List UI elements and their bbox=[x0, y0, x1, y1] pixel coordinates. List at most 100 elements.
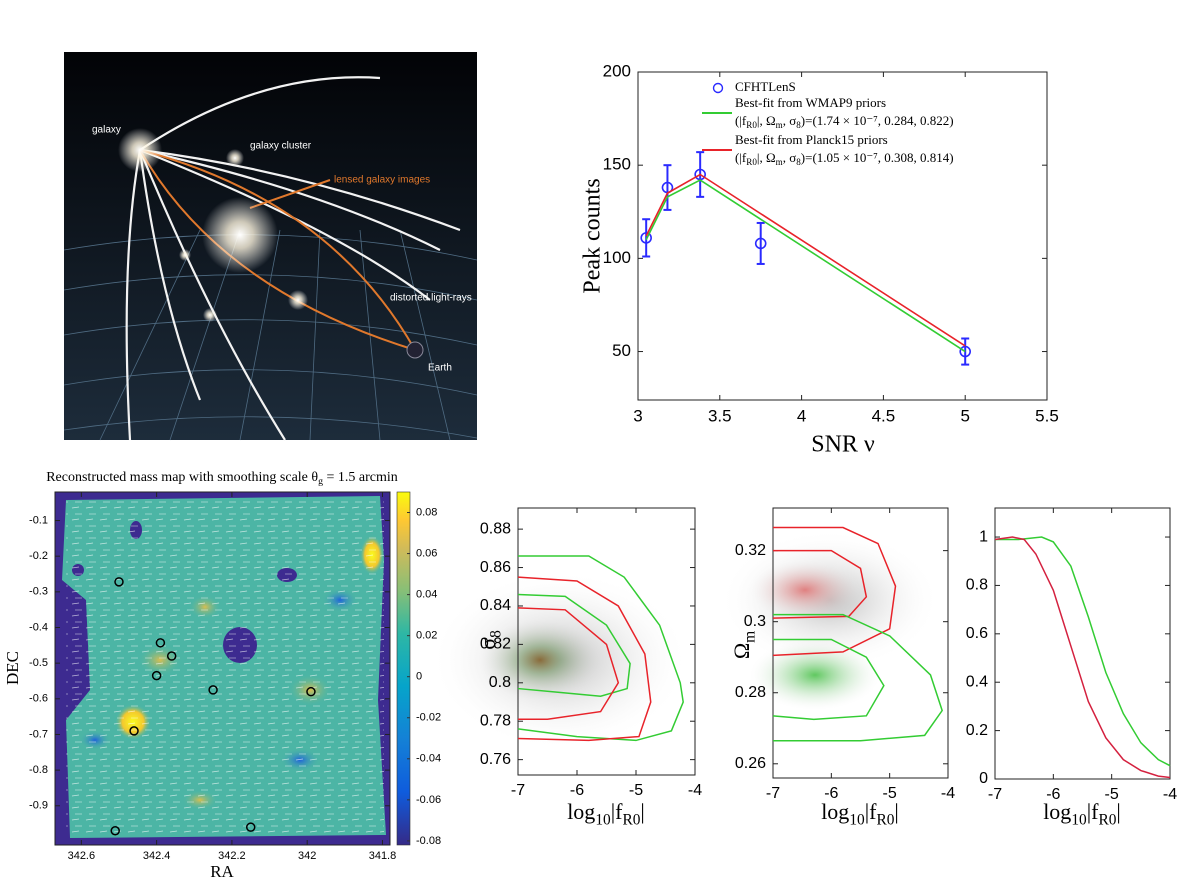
colorbar-tick-label: 0.02 bbox=[416, 630, 437, 642]
halo-marker bbox=[245, 822, 256, 832]
x-tick-label: 342.2 bbox=[218, 850, 246, 862]
text-part: R0 bbox=[746, 120, 757, 130]
y-tick-label: -0.2 bbox=[29, 550, 48, 562]
text-part: σ bbox=[475, 638, 500, 650]
legend-params: (|fR0|, Ωm, σ8)=(1.05 × 10⁻⁷, 0.308, 0.8… bbox=[735, 150, 954, 167]
cluster-glow bbox=[202, 197, 278, 273]
text-part: = 1.5 arcmin bbox=[323, 470, 398, 485]
y-tick-label: -0.6 bbox=[29, 693, 48, 705]
legend-params: (|fR0|, Ωm, σ8)=(1.74 × 10⁻⁷, 0.284, 0.8… bbox=[735, 113, 954, 130]
x-tick-label: 4 bbox=[797, 406, 806, 425]
y-tick-label: 150 bbox=[603, 155, 631, 174]
x-tick-label: 5.5 bbox=[1035, 406, 1059, 425]
text-part: log bbox=[1043, 799, 1071, 824]
x-tick-label: 341.8 bbox=[369, 850, 397, 862]
colorbar-tick-label: -0.08 bbox=[416, 835, 441, 847]
y-axis-label: Peak counts bbox=[580, 178, 606, 293]
y-axis-label: σ8 bbox=[475, 630, 504, 650]
y-tick-label: 1 bbox=[979, 528, 988, 545]
y-tick-label: -0.3 bbox=[29, 586, 48, 598]
halo-marker bbox=[166, 651, 177, 661]
y-tick-label: 200 bbox=[603, 61, 631, 80]
colorbar-tick-label: 0.04 bbox=[416, 589, 437, 601]
text-part: R0 bbox=[876, 811, 894, 828]
halo-marker bbox=[110, 825, 120, 836]
y-axis-label: DEC bbox=[3, 651, 22, 685]
contour-line bbox=[517, 593, 631, 698]
data-point bbox=[959, 345, 972, 358]
illustration-label: Earth bbox=[428, 363, 452, 374]
y-tick-label: 0.8 bbox=[966, 577, 988, 594]
y-tick-label: 0.8 bbox=[489, 674, 511, 691]
y-tick-label: 0.76 bbox=[480, 751, 511, 768]
contour-line bbox=[772, 549, 868, 619]
cluster-member bbox=[288, 290, 308, 310]
y-axis-label: Ωm bbox=[729, 631, 758, 659]
illustration-label: distorted light-rays bbox=[390, 293, 472, 304]
cluster-member bbox=[179, 249, 191, 261]
text-part: log bbox=[567, 799, 595, 824]
y-tick-label: 0.26 bbox=[735, 755, 766, 772]
y-tick-label: 0 bbox=[979, 770, 988, 787]
text-part: 8 bbox=[796, 120, 801, 130]
y-tick-label: 0.82 bbox=[480, 636, 511, 653]
data-point bbox=[640, 232, 652, 244]
colorbar-tick-label: -0.06 bbox=[416, 794, 441, 806]
x-tick-label: -7 bbox=[766, 785, 780, 802]
contour-line bbox=[772, 526, 897, 657]
y-tick-label: -0.1 bbox=[29, 514, 48, 526]
text-part: m bbox=[776, 120, 783, 130]
earth bbox=[406, 341, 424, 359]
text-part: R0 bbox=[622, 811, 640, 828]
x-axis-label: log10|fR0| bbox=[821, 799, 899, 828]
legend-label: CFHTLenS bbox=[735, 79, 796, 94]
text-part: |f bbox=[1087, 799, 1099, 824]
series-line bbox=[645, 179, 966, 353]
text-part: m bbox=[741, 631, 758, 643]
colorbar-tick-label: 0.08 bbox=[416, 506, 437, 518]
halo-marker bbox=[208, 685, 218, 695]
plot-frame bbox=[772, 507, 949, 779]
contour-line bbox=[995, 536, 1171, 767]
y-tick-label: -0.9 bbox=[29, 800, 48, 812]
text-part: |f bbox=[865, 799, 877, 824]
halo-marker bbox=[114, 577, 124, 587]
text-part: log bbox=[821, 799, 849, 824]
x-tick-label: -5 bbox=[1105, 786, 1119, 803]
x-tick-label: -7 bbox=[511, 782, 525, 799]
legend-marker bbox=[712, 82, 724, 94]
y-tick-label: -0.8 bbox=[29, 764, 48, 776]
x-tick-label: -4 bbox=[941, 785, 955, 802]
mass-map-field bbox=[55, 492, 390, 845]
x-axis-label: RA bbox=[210, 862, 234, 881]
x-tick-label: 342.4 bbox=[143, 850, 171, 862]
contour-line bbox=[517, 607, 620, 721]
y-tick-label: 0.86 bbox=[480, 559, 511, 576]
x-tick-label: 4.5 bbox=[872, 406, 896, 425]
text-part: Ω bbox=[729, 643, 754, 659]
y-tick-label: 50 bbox=[612, 341, 631, 360]
illustration-label: galaxy cluster bbox=[250, 141, 312, 152]
y-tick-label: -0.5 bbox=[29, 657, 48, 669]
text-part: (|f bbox=[735, 113, 747, 128]
text-part: m bbox=[776, 157, 783, 167]
halo-marker bbox=[306, 686, 316, 697]
colorbar bbox=[396, 491, 411, 846]
cluster-member bbox=[226, 149, 244, 167]
y-tick-label: 0.28 bbox=[735, 684, 766, 701]
text-part: 8 bbox=[796, 157, 801, 167]
colorbar-tick-label: -0.02 bbox=[416, 712, 441, 724]
legend-label: Best-fit from Planck15 priors bbox=[735, 132, 888, 147]
text-part: 10 bbox=[595, 811, 611, 828]
halo-marker bbox=[129, 726, 139, 736]
cluster-member bbox=[203, 308, 217, 322]
legend-label: Best-fit from WMAP9 priors bbox=[735, 95, 886, 110]
x-axis-label: log10|fR0| bbox=[567, 799, 645, 828]
plot-frame bbox=[517, 507, 696, 776]
contour-line bbox=[994, 536, 1171, 779]
light-rays bbox=[125, 76, 461, 441]
halo-marker bbox=[155, 638, 166, 648]
text-part: R0 bbox=[1098, 811, 1116, 828]
illustration-label: lensed galaxy images bbox=[334, 175, 430, 186]
